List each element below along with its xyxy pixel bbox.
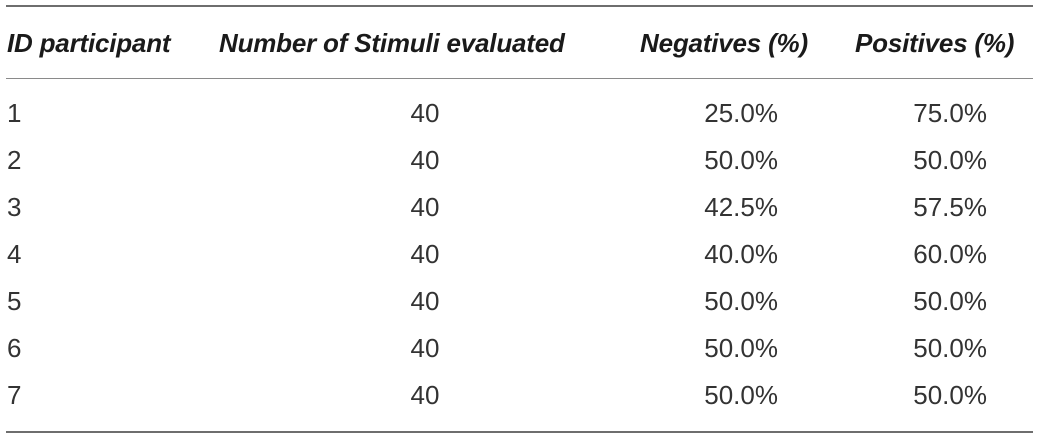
table-header-rule (6, 78, 1033, 79)
cell-id: 2 (7, 145, 22, 175)
cell-positives: 50.0% (913, 380, 987, 410)
table-row: 3 40 42.5% 57.5% (0, 184, 1039, 231)
cell-positives: 50.0% (913, 333, 987, 363)
cell-negatives: 50.0% (704, 380, 778, 410)
cell-id: 5 (7, 286, 22, 316)
table-top-rule (6, 5, 1033, 7)
table-row: 4 40 40.0% 60.0% (0, 231, 1039, 278)
cell-negatives: 25.0% (704, 98, 778, 128)
cell-stimuli: 40 (410, 192, 440, 222)
table-header-row: ID participant Number of Stimuli evaluat… (0, 21, 1039, 65)
cell-negatives: 50.0% (704, 286, 778, 316)
cell-positives: 60.0% (913, 239, 987, 269)
table-row: 2 40 50.0% 50.0% (0, 137, 1039, 184)
cell-positives: 50.0% (913, 286, 987, 316)
header-id-participant: ID participant (7, 28, 171, 58)
cell-positives: 57.5% (913, 192, 987, 222)
cell-stimuli: 40 (410, 98, 440, 128)
cell-id: 1 (7, 98, 22, 128)
table-bottom-rule (6, 431, 1033, 433)
cell-stimuli: 40 (410, 145, 440, 175)
cell-positives: 75.0% (913, 98, 987, 128)
cell-id: 3 (7, 192, 22, 222)
table-row: 5 40 50.0% 50.0% (0, 278, 1039, 325)
cell-id: 6 (7, 333, 22, 363)
table-row: 7 40 50.0% 50.0% (0, 372, 1039, 419)
cell-id: 7 (7, 380, 22, 410)
cell-negatives: 40.0% (704, 239, 778, 269)
cell-negatives: 50.0% (704, 333, 778, 363)
table-row: 1 40 25.0% 75.0% (0, 90, 1039, 137)
cell-id: 4 (7, 239, 22, 269)
header-number-of-stimuli: Number of Stimuli evaluated (219, 28, 565, 58)
cell-stimuli: 40 (410, 380, 440, 410)
cell-positives: 50.0% (913, 145, 987, 175)
cell-stimuli: 40 (410, 333, 440, 363)
table-body: 1 40 25.0% 75.0% 2 40 50.0% 50.0% 3 40 4… (0, 90, 1039, 419)
header-positives: Positives (%) (855, 28, 1015, 58)
cell-stimuli: 40 (410, 239, 440, 269)
table-row: 6 40 50.0% 50.0% (0, 325, 1039, 372)
cell-negatives: 42.5% (704, 192, 778, 222)
cell-negatives: 50.0% (704, 145, 778, 175)
cell-stimuli: 40 (410, 286, 440, 316)
header-negatives: Negatives (%) (640, 28, 808, 58)
